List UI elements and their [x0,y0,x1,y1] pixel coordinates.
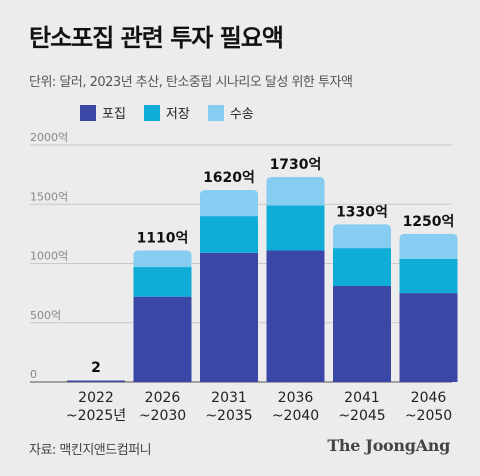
legend-item-capture: 포집 [80,103,126,122]
x-tick-label: 2036 [278,390,314,406]
x-tick-label: ~2025년 [66,408,126,424]
bar-segment [200,216,258,253]
chart-title: 탄소포집 관련 투자 필요액 [29,24,284,52]
bar-segment [133,250,192,268]
bar-total-label: 1110억 [137,230,189,246]
bar-segment [266,205,325,251]
bar-segment [67,380,125,382]
bar-total-label: 1730억 [270,157,322,173]
x-tick-label: ~2045 [338,408,385,424]
bar-segment [399,258,458,294]
bar-segment [133,296,192,382]
bar-segment [200,252,258,382]
legend-swatch-storage [143,104,160,121]
unit-note: 단위: 달러, 2023년 추산, 탄소중립 시나리오 달성 위한 투자액 [29,75,353,90]
bar-segment [399,233,458,259]
bar-segment [399,293,458,382]
bar-segment [333,248,391,287]
x-tick-label: ~2035 [205,408,252,424]
source-note: 자료: 맥킨지앤드컴퍼니 [29,443,152,458]
bar-segment [266,176,325,206]
x-tick-label: 2026 [145,390,181,406]
x-tick-label: 2022 [78,390,114,406]
x-tick-label: ~2040 [272,408,319,424]
y-tick-label: 0 [30,368,37,381]
x-tick-label: 2046 [411,390,447,406]
y-tick-label: 500억 [30,309,61,322]
legend-label-storage: 저장 [165,107,190,122]
legend-swatch-capture [80,104,96,121]
x-tick-label: 2041 [344,390,380,406]
bar-total-label: 1330억 [336,204,388,220]
legend-label-transport: 수송 [229,107,254,122]
y-tick-label: 1000억 [30,250,68,263]
bar-segment [266,250,325,382]
y-tick-label: 2000억 [30,131,68,144]
legend: 포집 저장 수송 [80,103,254,122]
x-tick-label: ~2050 [405,408,452,424]
legend-label-capture: 포집 [102,107,126,122]
bar-segment [333,286,391,382]
legend-swatch-transport [207,104,224,121]
bar-total-label: 1250억 [403,214,455,230]
bar-segment [200,190,258,217]
bar-segment [333,224,391,249]
x-tick-label: ~2030 [139,408,186,424]
legend-item-transport: 수송 [207,103,254,122]
bar-total-label: 2 [91,360,101,376]
bar-total-label: 1620억 [203,170,255,186]
x-tick-label: 2031 [211,390,247,406]
y-tick-label: 1500억 [30,190,68,203]
brand-logo: The JoongAng [327,436,450,455]
legend-item-storage: 저장 [143,103,190,122]
bar-segment [133,267,192,297]
